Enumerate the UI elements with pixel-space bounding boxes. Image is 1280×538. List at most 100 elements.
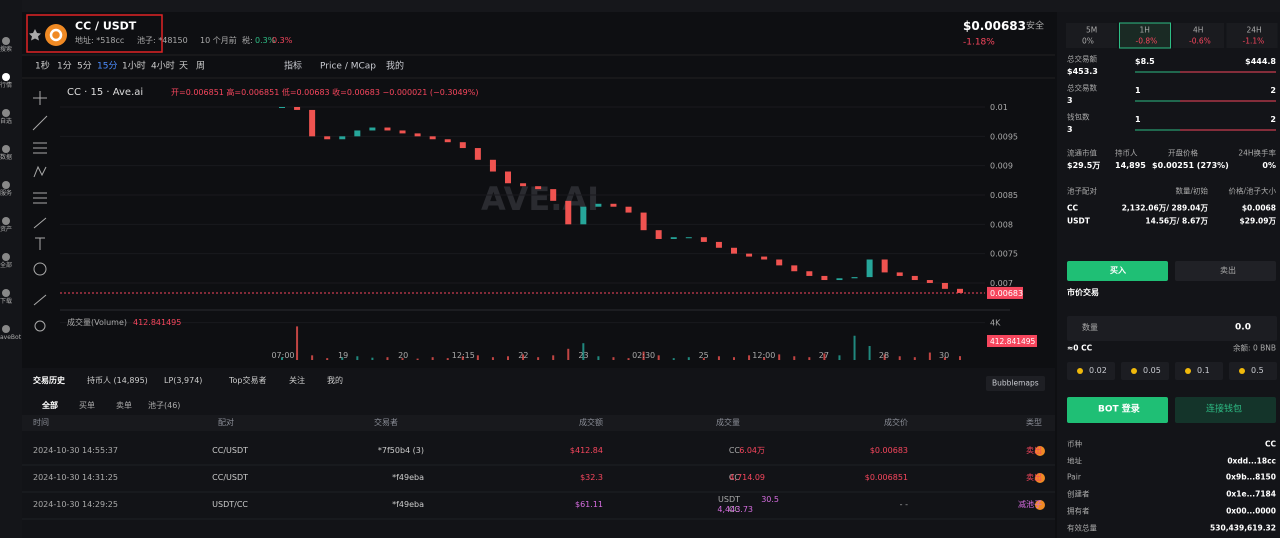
filter-tab[interactable]: 卖单: [116, 401, 132, 410]
volume-bar: [898, 356, 901, 360]
trade-tab[interactable]: 交易历史: [33, 376, 65, 385]
y-tick-label: 0.0095: [990, 132, 1018, 141]
buy[interactable]: 买入: [1110, 266, 1126, 275]
period-label[interactable]: 1H: [1139, 25, 1150, 35]
trade-tab[interactable]: Top交易者: [229, 376, 267, 385]
candle: [746, 253, 753, 257]
y-tick-label: 0.008: [990, 220, 1013, 229]
volume-bar: [326, 358, 329, 360]
interval[interactable]: 15分: [97, 61, 118, 72]
period-box: [1173, 23, 1224, 48]
trade-tab[interactable]: 持币人 (14,895): [87, 376, 148, 385]
star-icon[interactable]: [29, 29, 41, 41]
y-tick-label: 0.01: [990, 103, 1008, 112]
pool-header: 池子配对: [1067, 186, 1097, 196]
market-value: 14,895: [1115, 161, 1146, 170]
nav-label[interactable]: 数据: [0, 154, 13, 161]
candle: [836, 278, 843, 281]
buy-button[interactable]: [1067, 261, 1168, 281]
trader[interactable]: *f49eba: [392, 473, 424, 482]
drawing-tools[interactable]: [32, 91, 48, 332]
interval[interactable]: 4小时: [151, 61, 175, 72]
volume-bar: [793, 356, 796, 360]
volume-bar: [401, 358, 404, 360]
nav-label[interactable]: aveBot: [0, 334, 22, 341]
amount-input[interactable]: [1067, 316, 1277, 341]
sidebar: [0, 0, 22, 538]
x-tick-label: 25: [699, 351, 709, 360]
trade-tab[interactable]: 我的: [327, 376, 343, 385]
volume-bar: [928, 352, 931, 360]
amount: 30.5: [761, 495, 779, 504]
nav-label[interactable]: 搜索: [0, 46, 13, 53]
balance: 余额: 0 BNB: [1233, 343, 1276, 353]
mine[interactable]: 我的: [386, 61, 405, 72]
period-label[interactable]: 24H: [1246, 25, 1262, 35]
stat-sell: $444.8: [1245, 57, 1276, 66]
candle: [535, 186, 542, 190]
bubblemaps-button[interactable]: [986, 376, 1045, 391]
nav-label[interactable]: 资产: [0, 226, 13, 233]
interval[interactable]: 1秒: [35, 61, 50, 72]
volume-bar: [461, 356, 464, 360]
nav-label[interactable]: 全部: [0, 262, 13, 269]
volume-bar: [446, 358, 449, 360]
interval[interactable]: 1小时: [122, 61, 146, 72]
nav-label[interactable]: 自选: [0, 118, 13, 125]
nav-label[interactable]: 行情: [0, 82, 13, 89]
interval[interactable]: 5分: [77, 61, 92, 72]
interval[interactable]: 周: [196, 61, 206, 72]
value: $412.84: [569, 446, 603, 455]
table-header: [22, 415, 1055, 431]
interval[interactable]: 1分: [57, 61, 72, 72]
pool-header: 数量/初始: [1175, 186, 1208, 196]
bot-login-button[interactable]: [1067, 397, 1168, 423]
sell[interactable]: 卖出: [1220, 266, 1236, 275]
volume-bar: [491, 357, 494, 360]
last-price-tag: [987, 286, 1023, 299]
candle: [670, 237, 677, 239]
preset[interactable]: 0.1: [1197, 366, 1210, 375]
connect-button[interactable]: [1175, 397, 1276, 423]
preset[interactable]: 0.5: [1251, 366, 1264, 375]
candle: [821, 275, 828, 281]
column-header: 时间: [33, 418, 49, 427]
bubblemaps[interactable]: Bubblemaps: [992, 378, 1039, 388]
price-mcap[interactable]: Price / MCap: [320, 61, 376, 72]
trade-tab[interactable]: LP(3,974): [164, 376, 203, 385]
trader[interactable]: *7f50b4 (3): [377, 446, 424, 455]
filter-tab[interactable]: 买单: [79, 401, 95, 410]
volume-bar: [823, 353, 826, 360]
candle: [926, 280, 933, 283]
nav-label[interactable]: 下载: [0, 298, 13, 305]
info-value: 0x9b...8150: [1225, 472, 1276, 482]
sell-button[interactable]: [1175, 261, 1276, 281]
volume-bar: [883, 354, 886, 360]
volume-bar: [687, 357, 690, 360]
interval[interactable]: 天: [179, 61, 189, 72]
period-value: -0.8%: [1135, 36, 1158, 46]
column-header: 成交量: [716, 418, 740, 427]
candle: [700, 237, 707, 242]
period-label[interactable]: 4H: [1193, 25, 1204, 35]
period-label[interactable]: 5M: [1086, 25, 1098, 35]
column-header: 配对: [218, 418, 234, 427]
preset[interactable]: 0.05: [1143, 366, 1161, 375]
mode[interactable]: 市价交易: [1067, 288, 1099, 297]
filter-tab[interactable]: 池子(46): [148, 401, 181, 410]
volume-bar: [552, 355, 555, 360]
tax-buy: 0.3%: [255, 36, 276, 45]
connect[interactable]: 连接钱包: [1206, 404, 1243, 415]
trader[interactable]: *f49eba: [392, 500, 424, 509]
indicator[interactable]: 指标: [284, 61, 303, 72]
bot-login[interactable]: BOT 登录: [1098, 404, 1140, 415]
volume-bar: [522, 354, 525, 360]
preset[interactable]: 0.02: [1089, 366, 1107, 375]
volume-bar: [808, 357, 811, 360]
filter-tab[interactable]: 全部: [42, 401, 58, 410]
pool-cell: $0.0068: [1241, 203, 1276, 213]
trade-tab[interactable]: 关注: [289, 376, 305, 385]
nav-label[interactable]: 服务: [0, 190, 13, 197]
pool-cell: USDT: [1067, 216, 1090, 226]
nav-icon: [2, 37, 10, 45]
